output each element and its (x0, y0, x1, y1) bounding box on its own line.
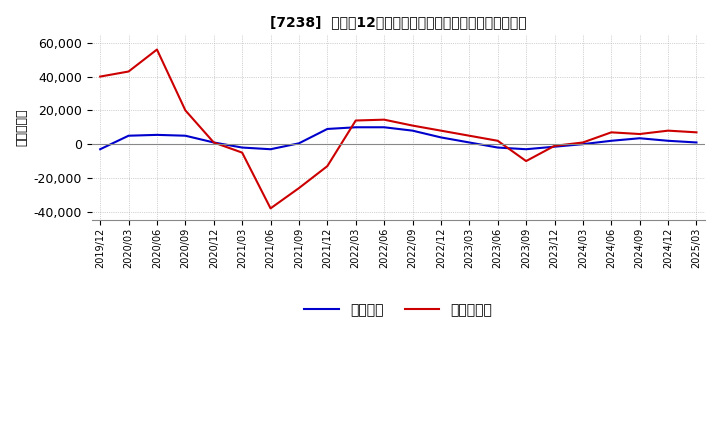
当期純利益 (210, 140, 218, 145)
当期純利益 (692, 130, 701, 135)
経常利益 (210, 140, 218, 145)
Legend: 経常利益, 当期純利益: 経常利益, 当期純利益 (299, 298, 498, 323)
当期純利益 (465, 133, 474, 138)
経常利益 (692, 140, 701, 145)
当期純利益 (323, 164, 332, 169)
経常利益 (266, 147, 275, 152)
経常利益 (294, 141, 303, 146)
経常利益 (181, 133, 189, 138)
経常利益 (380, 125, 389, 130)
経常利益 (323, 126, 332, 132)
当期純利益 (153, 47, 161, 52)
経常利益 (522, 147, 531, 152)
当期純利益 (522, 158, 531, 164)
Line: 当期純利益: 当期純利益 (100, 50, 696, 209)
当期純利益 (125, 69, 133, 74)
当期純利益 (351, 118, 360, 123)
Y-axis label: （百万円）: （百万円） (15, 109, 28, 146)
当期純利益 (294, 185, 303, 191)
経常利益 (436, 135, 445, 140)
Line: 経常利益: 経常利益 (100, 127, 696, 149)
経常利益 (493, 145, 502, 150)
経常利益 (408, 128, 417, 133)
当期純利益 (493, 138, 502, 143)
経常利益 (238, 145, 246, 150)
当期純利益 (436, 128, 445, 133)
当期純利益 (380, 117, 389, 122)
当期純利益 (550, 143, 559, 148)
当期純利益 (664, 128, 672, 133)
経常利益 (635, 136, 644, 141)
当期純利益 (579, 140, 588, 145)
当期純利益 (408, 123, 417, 128)
当期純利益 (635, 132, 644, 137)
当期純利益 (181, 108, 189, 113)
経常利益 (153, 132, 161, 138)
経常利益 (664, 138, 672, 143)
当期純利益 (96, 74, 104, 79)
経常利益 (465, 140, 474, 145)
経常利益 (125, 133, 133, 138)
当期純利益 (607, 130, 616, 135)
Title: [7238]  利益の12か月移動合計の対前年同期増減額の推移: [7238] 利益の12か月移動合計の対前年同期増減額の推移 (270, 15, 526, 29)
当期純利益 (266, 206, 275, 211)
経常利益 (351, 125, 360, 130)
経常利益 (579, 142, 588, 147)
経常利益 (607, 138, 616, 143)
当期純利益 (238, 150, 246, 155)
経常利益 (96, 147, 104, 152)
経常利益 (550, 144, 559, 149)
